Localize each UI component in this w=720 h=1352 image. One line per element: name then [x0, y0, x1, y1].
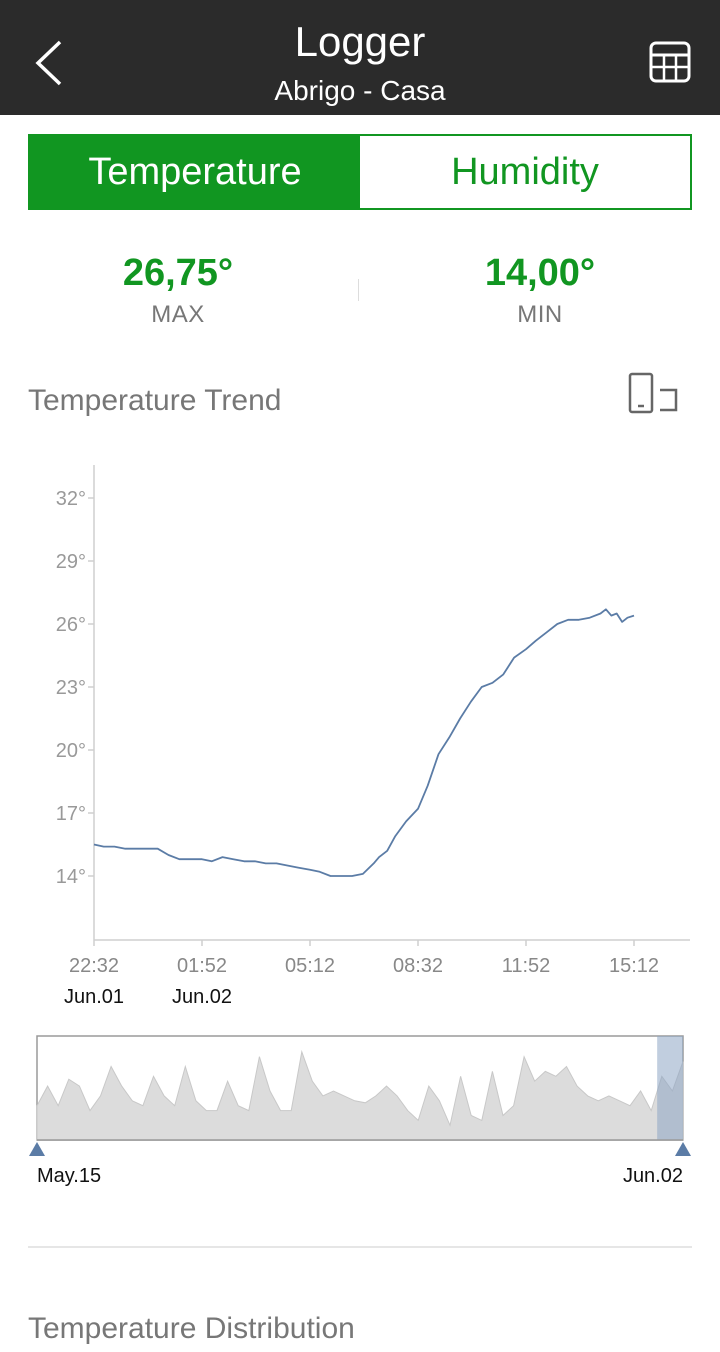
- navigator-end-label: Jun.02: [623, 1165, 683, 1187]
- distribution-title: Temperature Distribution: [28, 1312, 355, 1345]
- navigator-right-handle: [675, 1142, 691, 1156]
- y-tick-label: 14°: [56, 866, 86, 888]
- table-grid-icon[interactable]: [646, 38, 694, 86]
- rotate-screen-icon[interactable]: [626, 372, 682, 416]
- tab-humidity[interactable]: Humidity: [360, 136, 690, 208]
- section-divider: [28, 1246, 692, 1248]
- min-stat: 14,00° MIN: [390, 252, 690, 329]
- trend-title: Temperature Trend: [28, 384, 282, 417]
- max-label: MAX: [151, 301, 205, 328]
- page-subtitle: Abrigo - Casa: [274, 75, 446, 106]
- page-title: Logger: [294, 18, 426, 65]
- x-date-label: Jun.01: [64, 986, 124, 1008]
- x-tick-label: 22:32: [69, 955, 119, 977]
- y-tick-label: 20°: [56, 740, 86, 762]
- temperature-series-line: [93, 608, 635, 877]
- max-value: 26,75°: [122, 252, 234, 294]
- navigator-left-handle: [29, 1142, 45, 1156]
- navigator-start-label: May.15: [37, 1165, 101, 1187]
- metric-tabs: Temperature Humidity: [28, 134, 692, 210]
- y-tick-label: 23°: [56, 677, 86, 699]
- stat-divider: [358, 279, 359, 301]
- x-tick-label: 11:52: [502, 955, 551, 977]
- min-value: 14,00°: [484, 252, 596, 294]
- y-tick-label: 32°: [56, 488, 86, 510]
- min-label: MIN: [517, 301, 563, 328]
- x-tick-label: 08:32: [393, 955, 443, 977]
- tab-temperature[interactable]: Temperature: [30, 136, 360, 208]
- app-header: Logger Abrigo - Casa: [0, 0, 720, 115]
- y-tick-label: 17°: [56, 803, 86, 825]
- x-tick-label: 01:52: [177, 955, 227, 977]
- temperature-trend-chart[interactable]: 32° 29° 26° 23° 20° 17° 14° 22:32 Jun.01 01:52 Jun…: [0, 450, 720, 1020]
- chevron-left-icon[interactable]: [22, 30, 82, 94]
- x-date-label: Jun.02: [172, 986, 232, 1008]
- y-tick-label: 29°: [56, 551, 86, 573]
- max-stat: 26,75° MAX: [28, 252, 328, 329]
- navigator-area: [36, 1049, 684, 1141]
- y-tick-label: 26°: [56, 614, 86, 636]
- x-tick-label: 05:12: [285, 955, 335, 977]
- range-navigator[interactable]: May.15 Jun.02: [0, 1030, 720, 1200]
- x-tick-label: 15:12: [609, 955, 659, 977]
- navigator-selection: [657, 1036, 683, 1140]
